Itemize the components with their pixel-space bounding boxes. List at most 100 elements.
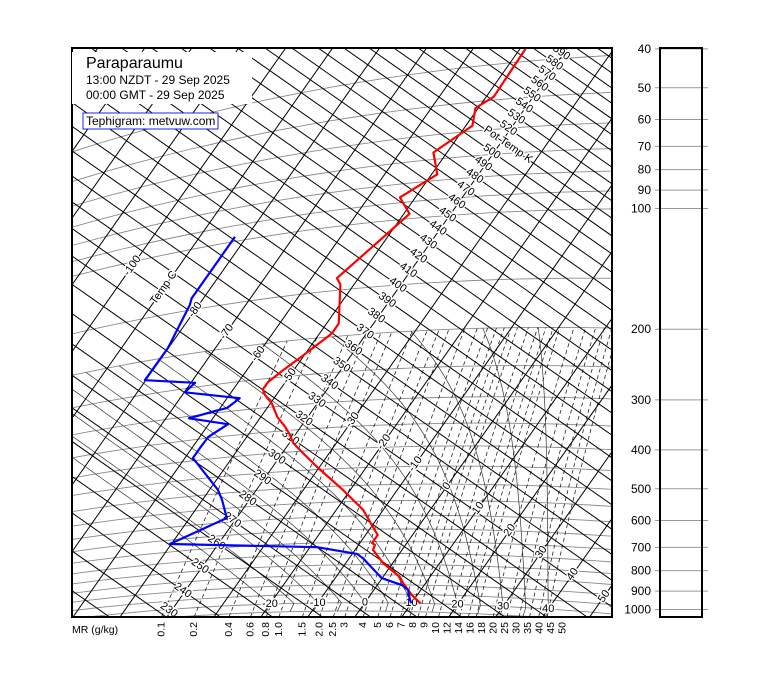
isotherm-line: [72, 48, 474, 617]
dry-adiabat-line: [291, 48, 612, 273]
dry-adiabat-line: [510, 48, 612, 120]
isotherm-line: [589, 584, 612, 617]
credit-box: [82, 112, 219, 130]
dry-adiabat-line: [554, 48, 612, 89]
mixing-ratio-tick-label: 5: [372, 622, 384, 628]
header-backdrop: [72, 52, 252, 104]
mixing-ratio-line: [265, 332, 382, 617]
dry-adiabat-line: [317, 48, 612, 255]
dry-adiabat-line: [72, 228, 612, 608]
pressure-tick-label: 40: [638, 42, 652, 56]
mixing-ratio-line: [438, 327, 529, 617]
isotherm-line: [448, 384, 612, 617]
mixing-ratio-line: [518, 327, 596, 617]
dry-adiabat-line: [90, 48, 612, 414]
mixing-ratio-tick-label: 14: [453, 622, 465, 634]
dry-adiabat-line: [72, 125, 612, 506]
mixing-ratio-tick-label: 2.5: [327, 622, 339, 637]
dry-adiabat-line: [393, 48, 612, 202]
mixing-ratio-tick-label: 12: [442, 622, 454, 634]
mixing-ratio-line: [344, 329, 450, 617]
dry-adiabat-line: [72, 201, 612, 581]
plot-frame: [71, 47, 613, 618]
pressure-tick-label: 50: [638, 81, 652, 95]
dry-adiabat-line: [417, 48, 612, 185]
mixing-ratio-line: [467, 327, 554, 617]
mixing-ratio-tick-label: 8: [407, 622, 419, 628]
isobar-line: [72, 365, 612, 409]
isotherm-label-1000hpa: 0: [362, 597, 368, 609]
isobar-line: [72, 465, 612, 497]
dry-adiabat-line: [72, 255, 588, 617]
mixing-ratio-tick-label: 25: [499, 622, 511, 634]
saturated-adiabat-line: [72, 435, 295, 612]
isobar-line: [72, 91, 612, 183]
dry-adiabat-line: [72, 550, 167, 617]
pressure-tick-label: 800: [631, 564, 651, 578]
isobar-line: [72, 593, 612, 612]
pressure-tick-label: 600: [631, 514, 651, 528]
mixing-ratio-line: [332, 329, 440, 617]
dry-adiabat-line: [72, 313, 506, 617]
saturated-adiabat-line: [85, 372, 366, 612]
saturated-adiabat-line: [482, 328, 527, 617]
mixing-ratio-tick-label: 18: [476, 622, 488, 634]
pressure-tick-label: 500: [631, 482, 651, 496]
mixing-ratio-tick-label: 2.0: [314, 622, 326, 637]
credit-link[interactable]: Tephigram: metvuw.com: [86, 114, 215, 128]
wind-panel-frame: [659, 47, 703, 618]
mixing-ratio-tick-label: 16: [465, 622, 477, 634]
mixing-ratio-line: [449, 327, 539, 617]
dry-adiabat-line: [72, 283, 547, 617]
mixing-ratio-tick-label: 1.5: [296, 622, 308, 637]
mixing-ratio-line: [319, 330, 428, 617]
dry-adiabat-line: [72, 512, 221, 617]
mixing-ratio-line: [193, 337, 318, 617]
saturated-adiabat-line: [261, 343, 458, 614]
pressure-tick-label: 90: [638, 183, 652, 197]
mixing-ratio-tick-label: 6: [384, 622, 396, 628]
mixing-ratio-line: [417, 327, 512, 617]
mixing-ratio-line: [228, 335, 349, 617]
saturated-adiabat-line: [72, 388, 342, 612]
isotherm-line: [401, 318, 612, 617]
mixing-ratio-tick-label: 10: [430, 622, 442, 634]
mixing-ratio-line: [492, 327, 575, 617]
isobar-line: [72, 326, 612, 376]
mixing-ratio-tick-label: 40: [534, 622, 546, 634]
dry-adiabat-line: [72, 407, 371, 617]
mixing-ratio-line: [529, 327, 605, 617]
dry-adiabat-line: [72, 441, 323, 617]
mixing-ratio-tick-label: 7: [396, 622, 408, 628]
mixing-ratio-line: [400, 327, 497, 617]
local-time: 13:00 NZDT - 29 Sep 2025: [86, 73, 230, 87]
isotherm-line: [495, 451, 612, 617]
isobar-line: [72, 170, 612, 246]
dry-adiabat-line: [121, 48, 612, 393]
saturated-adiabat-line: [410, 330, 504, 616]
dry-adiabat-line: [72, 102, 612, 482]
mixing-ratio-tick-label: 4: [357, 622, 369, 628]
pressure-tick-label: 100: [631, 202, 651, 216]
isotherm-label-1000hpa: 40: [542, 603, 554, 615]
mixing-ratio-tick-label: 20: [488, 622, 500, 634]
isotherm-line: [166, 48, 568, 617]
isobar-line: [72, 541, 612, 564]
utc-time: 00:00 GMT - 29 Sep 2025: [86, 88, 225, 102]
isobar-line: [72, 574, 612, 594]
isobar-line: [72, 584, 612, 603]
mixing-ratio-line: [301, 330, 413, 617]
mixing-ratio-tick-label: 30: [511, 622, 523, 634]
mixing-ratio-line: [425, 327, 518, 617]
mixing-ratio-tick-label: 0.1: [155, 622, 167, 637]
mixing-ratio-tick-label: 0.4: [223, 622, 235, 637]
isobar-line: [72, 396, 612, 436]
dry-adiabat-line: [237, 48, 612, 311]
grid-labels: 0.1 0.2 0.4 0.6 0.8 1.0 1.5 2.0 2.5 3 4 5 6 7 8 9 10 12 14…: [155, 622, 568, 637]
mixing-ratio-tick-label: 9: [419, 622, 431, 628]
pressure-tick-label: 80: [638, 163, 652, 177]
mixing-ratio-tick-label: 45: [545, 622, 557, 634]
isotherm-label-1000hpa: 30: [497, 600, 509, 612]
pressure-panel: 40 50 60 70 80 90 100 200 300 400 500 600 700 800 900 1…: [624, 42, 708, 618]
